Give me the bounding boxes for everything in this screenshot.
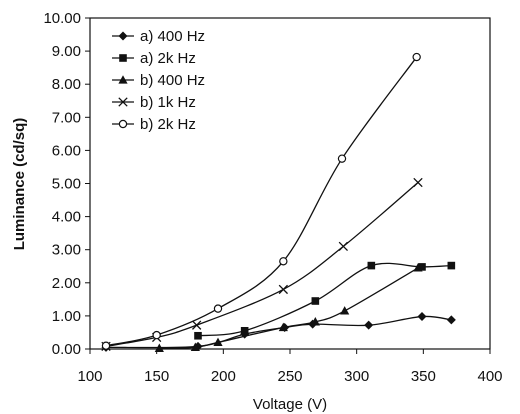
- data-point: [413, 177, 423, 188]
- y-tick-label: 4.00: [52, 209, 81, 226]
- x-tick-label: 300: [344, 368, 369, 385]
- data-point: [447, 261, 456, 270]
- legend-item: a) 2k Hz: [112, 50, 196, 67]
- data-point: [367, 261, 376, 270]
- series-3: [154, 263, 423, 352]
- data-point: [279, 257, 288, 266]
- x-tick-label: 100: [77, 368, 102, 385]
- data-point: [194, 331, 202, 340]
- data-point: [278, 284, 288, 295]
- data-point: [412, 52, 421, 62]
- data-point: [152, 330, 161, 340]
- y-axis-ticks: 0.00 1.00 2.00 3.00 4.00 5.00 6.00 7.00 8.00 9.00…: [43, 10, 90, 358]
- legend-item: b) 1k Hz: [112, 94, 196, 111]
- y-tick-label: 3.00: [52, 242, 81, 259]
- data-point: [413, 263, 423, 272]
- x-tick-label: 200: [211, 368, 236, 385]
- legend-marker: [118, 97, 128, 107]
- data-point: [213, 304, 223, 313]
- legend-marker: [118, 75, 128, 84]
- legend-label: b) 1k Hz: [140, 94, 196, 111]
- x-tick-label: 250: [277, 368, 302, 385]
- plot-area: [89, 17, 491, 350]
- data-point: [278, 322, 288, 332]
- y-tick-label: 9.00: [52, 43, 81, 60]
- x-tick-label: 150: [144, 368, 169, 385]
- y-tick-label: 6.00: [52, 142, 81, 159]
- y-tick-label: 10.00: [43, 10, 81, 27]
- data-point: [337, 154, 347, 163]
- x-tick-label: 350: [411, 368, 436, 385]
- data-point: [101, 341, 111, 350]
- data-point: [192, 320, 202, 330]
- y-tick-label: 8.00: [52, 76, 81, 93]
- legend-marker: [118, 31, 128, 41]
- data-point: [213, 337, 223, 346]
- legend: a) 400 Hz a) 2k Hz b) 400 Hz b) 1k Hz b) 2k …: [112, 28, 205, 133]
- legend-item: b) 2k Hz: [112, 116, 196, 133]
- x-axis-ticks: 100 150 200 250 300 350 400: [77, 349, 503, 385]
- legend-item: a) 400 Hz: [112, 28, 205, 45]
- y-tick-label: 0.00: [52, 341, 81, 358]
- y-tick-label: 7.00: [52, 109, 81, 126]
- y-tick-label: 1.00: [52, 308, 81, 325]
- legend-label: a) 2k Hz: [140, 50, 196, 67]
- data-point: [240, 326, 249, 335]
- y-axis-title: Luminance (cd/sq): [11, 118, 28, 251]
- data-point: [310, 317, 320, 326]
- legend-label: b) 2k Hz: [140, 116, 196, 133]
- data-point: [338, 241, 348, 252]
- legend-label: a) 400 Hz: [140, 28, 205, 45]
- legend-marker: [119, 54, 127, 62]
- series-2: [194, 261, 456, 340]
- data-point: [446, 315, 456, 325]
- data-point: [417, 312, 427, 322]
- data-point: [190, 342, 200, 351]
- series-layer: [101, 52, 456, 352]
- x-tick-label: 400: [477, 368, 502, 385]
- y-tick-label: 2.00: [52, 275, 81, 292]
- legend-marker: [118, 119, 128, 129]
- legend-item: b) 400 Hz: [112, 72, 205, 89]
- data-point: [340, 306, 350, 315]
- data-point: [154, 343, 164, 352]
- x-axis-title: Voltage (V): [253, 396, 327, 413]
- data-point: [364, 320, 374, 330]
- y-tick-label: 5.00: [52, 176, 81, 193]
- data-point: [418, 263, 426, 271]
- legend-label: b) 400 Hz: [140, 72, 205, 89]
- series-5: [101, 52, 421, 350]
- data-point: [311, 297, 320, 305]
